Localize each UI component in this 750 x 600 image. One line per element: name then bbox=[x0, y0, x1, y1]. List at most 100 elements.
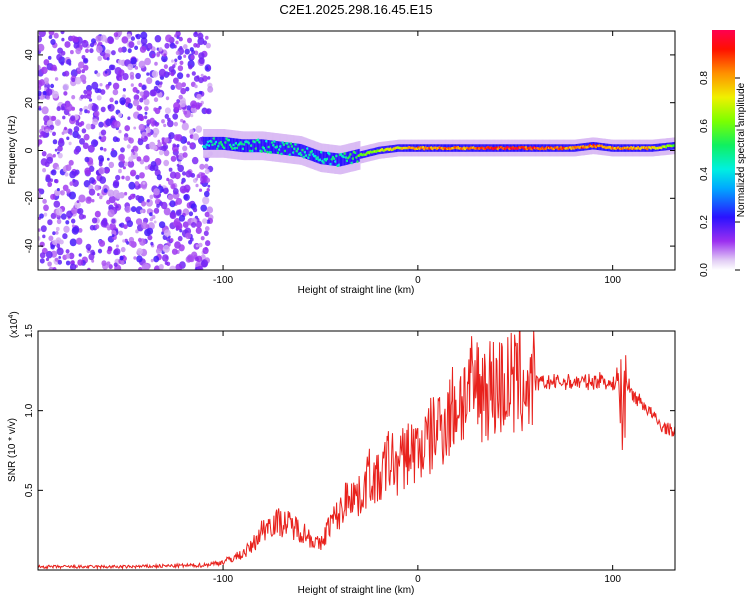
noise-blob bbox=[177, 65, 184, 72]
noise-blob bbox=[153, 188, 160, 196]
noise-blob bbox=[73, 42, 80, 49]
noise-blob bbox=[157, 142, 162, 147]
noise-blob bbox=[54, 179, 59, 184]
noise-blob bbox=[172, 143, 176, 148]
noise-blob bbox=[174, 58, 178, 63]
noise-blob bbox=[195, 125, 203, 133]
noise-blob bbox=[181, 177, 186, 183]
noise-blob bbox=[118, 77, 123, 81]
noise-blob bbox=[41, 151, 47, 157]
noise-blob bbox=[41, 66, 48, 75]
noise-blob bbox=[118, 69, 125, 76]
noise-blob bbox=[126, 144, 131, 149]
noise-blob bbox=[111, 234, 115, 238]
noise-blob bbox=[163, 53, 167, 57]
noise-blob bbox=[195, 177, 199, 181]
noise-blob bbox=[144, 111, 148, 115]
noise-blob bbox=[78, 61, 85, 69]
spectrogram-panel: -100 0 100 -40 -20 0 20 40 Height of straight l… bbox=[7, 30, 676, 296]
noise-blob bbox=[118, 223, 122, 227]
noise-blob bbox=[155, 248, 162, 255]
noise-blob bbox=[190, 54, 195, 60]
noise-blob bbox=[57, 145, 63, 152]
noise-blob bbox=[155, 88, 161, 94]
noise-blob bbox=[91, 81, 99, 90]
noise-blob bbox=[206, 219, 211, 224]
noise-blob bbox=[107, 189, 115, 197]
noise-blob bbox=[88, 98, 93, 102]
noise-blob bbox=[68, 141, 72, 146]
noise-blob bbox=[38, 31, 46, 38]
noise-blob bbox=[152, 132, 158, 138]
noise-blob bbox=[193, 50, 199, 56]
noise-blob bbox=[56, 188, 60, 192]
signal-band bbox=[318, 150, 321, 164]
noise-blob bbox=[158, 47, 163, 52]
noise-blob bbox=[58, 256, 62, 259]
signal-band bbox=[282, 141, 285, 155]
noise-blob bbox=[62, 166, 67, 170]
noise-blob bbox=[122, 88, 126, 92]
noise-blob bbox=[120, 246, 126, 253]
noise-blob bbox=[139, 172, 145, 179]
noise-blob bbox=[176, 163, 180, 167]
signal-band bbox=[215, 136, 218, 150]
noise-blob bbox=[68, 252, 75, 260]
noise-blob bbox=[100, 129, 107, 136]
noise-blob bbox=[40, 130, 45, 137]
noise-blob bbox=[163, 229, 171, 237]
noise-blob bbox=[193, 75, 200, 82]
noise-blob bbox=[141, 84, 147, 90]
noise-blob bbox=[73, 148, 80, 155]
snr-panel: -100 0 100 0.5 1.0 1.5 Height of straight lin… bbox=[7, 311, 676, 596]
noise-blob bbox=[45, 95, 51, 100]
signal-band bbox=[247, 139, 250, 153]
noise-blob bbox=[100, 219, 108, 228]
noise-blob bbox=[123, 224, 128, 230]
signal-band bbox=[242, 139, 245, 153]
noise-blob bbox=[139, 209, 144, 214]
signal-band bbox=[343, 152, 346, 166]
noise-blob bbox=[207, 184, 211, 188]
noise-blob bbox=[118, 129, 122, 134]
noise-blob bbox=[96, 45, 103, 53]
noise-blob bbox=[164, 113, 169, 119]
noise-blob bbox=[73, 36, 79, 43]
noise-blob bbox=[183, 54, 187, 58]
noise-blob bbox=[70, 69, 78, 77]
noise-blob bbox=[177, 164, 184, 173]
noise-blob bbox=[196, 174, 201, 179]
noise-blob bbox=[108, 161, 115, 169]
noise-blob bbox=[81, 69, 85, 74]
noise-blob bbox=[136, 255, 143, 263]
colorbar: 0.0 0.2 0.4 0.6 0.8 Normalized spectral ampl… bbox=[699, 30, 747, 277]
noise-blob bbox=[144, 57, 152, 66]
noise-blob bbox=[193, 43, 198, 48]
noise-blob bbox=[91, 38, 96, 44]
spectrogram-ytick-label: 0 bbox=[24, 147, 35, 153]
noise-blob bbox=[55, 231, 59, 235]
noise-blob bbox=[177, 235, 183, 242]
noise-blob bbox=[123, 136, 128, 141]
noise-blob bbox=[192, 207, 198, 213]
noise-blob bbox=[69, 263, 77, 270]
noise-blob bbox=[130, 206, 137, 213]
noise-blob bbox=[156, 203, 160, 208]
noise-blob bbox=[112, 181, 120, 189]
signal-band bbox=[260, 139, 263, 153]
noise-blob bbox=[79, 138, 85, 145]
noise-blob bbox=[100, 106, 106, 113]
noise-blob bbox=[185, 86, 190, 92]
noise-blob bbox=[69, 238, 77, 247]
noise-blob bbox=[184, 48, 190, 55]
noise-blob bbox=[51, 64, 57, 71]
noise-blob bbox=[178, 214, 186, 222]
signal-band bbox=[305, 146, 308, 159]
snr-plot-area bbox=[38, 331, 675, 570]
noise-blob bbox=[113, 262, 118, 267]
noise-blob bbox=[70, 50, 74, 55]
noise-blob bbox=[164, 261, 169, 265]
noise-blob bbox=[149, 117, 155, 124]
noise-blob bbox=[144, 106, 149, 112]
signal-band bbox=[273, 140, 276, 154]
